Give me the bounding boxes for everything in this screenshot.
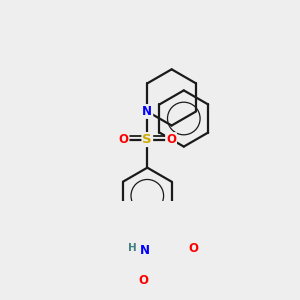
Text: N: N <box>142 105 152 118</box>
Text: O: O <box>118 133 128 146</box>
Text: O: O <box>138 274 148 287</box>
Text: O: O <box>166 133 176 146</box>
Text: N: N <box>140 244 150 257</box>
Text: O: O <box>189 242 199 255</box>
Text: S: S <box>142 133 152 146</box>
Text: H: H <box>128 243 137 253</box>
